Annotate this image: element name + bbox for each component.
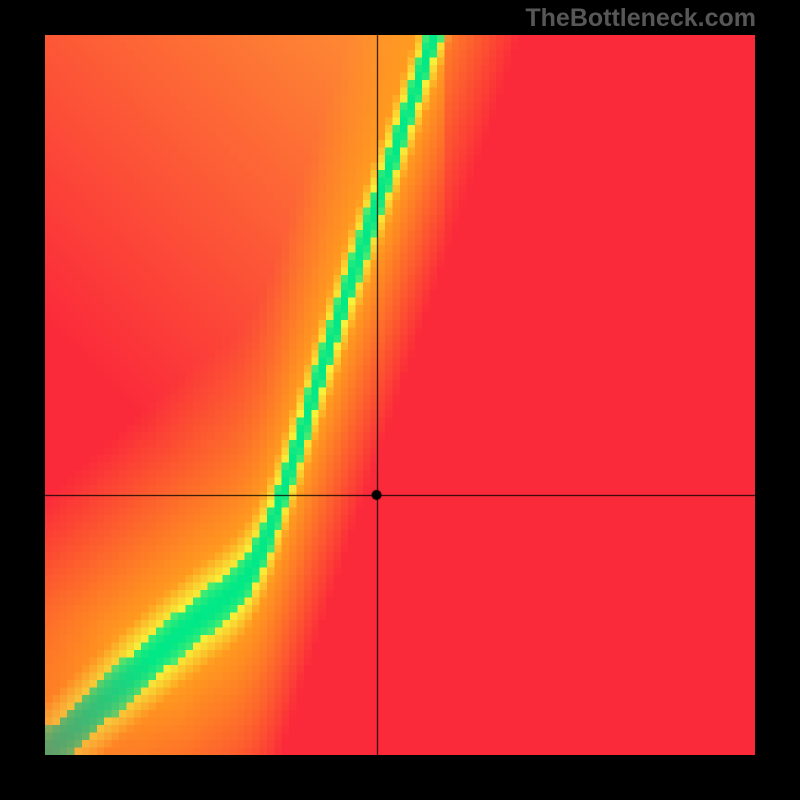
chart-root: TheBottleneck.com bbox=[0, 0, 800, 800]
bottleneck-heatmap bbox=[45, 35, 755, 755]
watermark-text: TheBottleneck.com bbox=[525, 4, 756, 33]
